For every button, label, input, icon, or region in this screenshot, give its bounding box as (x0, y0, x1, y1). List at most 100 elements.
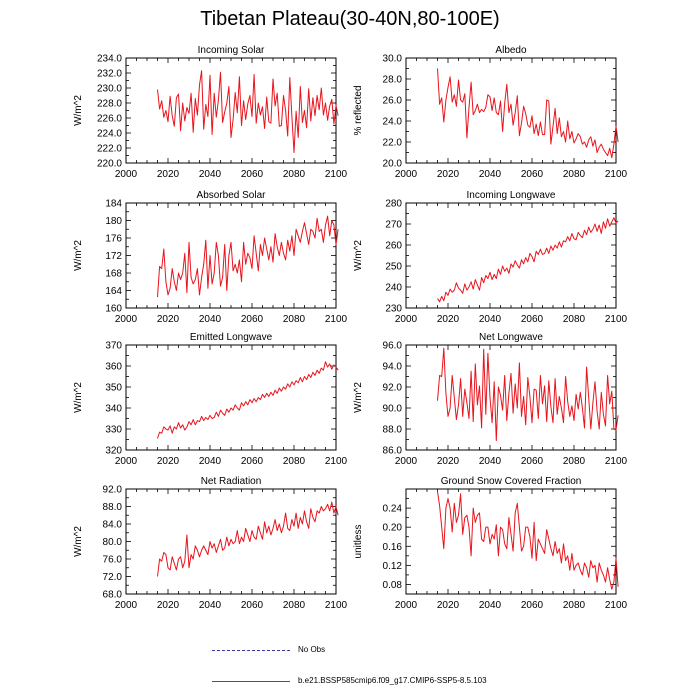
legend-model-line (212, 681, 290, 682)
x-tick-label: 2080 (283, 600, 306, 611)
y-tick-label: 340 (105, 404, 122, 415)
x-tick-label: 2100 (325, 169, 348, 180)
y-tick-label: 330 (105, 425, 122, 436)
x-tick-label: 2000 (115, 456, 138, 467)
x-tick-label: 2100 (605, 456, 628, 467)
x-tick-label: 2100 (325, 600, 348, 611)
y-tick-label: 176 (105, 234, 122, 245)
chart-panel-6: Net Radiation W/m^2 2000 2020 2040 2060 2080 21… (73, 476, 348, 611)
x-tick-label: 2060 (521, 600, 544, 611)
x-tick-label: 2020 (157, 456, 180, 467)
chart-title: Incoming Solar (198, 45, 265, 56)
y-tick-label: 240 (385, 283, 402, 294)
x-tick-label: 2080 (563, 314, 586, 325)
y-tick-label: 180 (105, 216, 122, 227)
x-tick-label: 2060 (521, 314, 544, 325)
x-tick-label: 2080 (563, 169, 586, 180)
x-tick-label: 2080 (563, 456, 586, 467)
y-tick-label: 96.0 (383, 341, 403, 352)
y-axis-label: unitless (353, 525, 364, 559)
y-tick-label: 0.08 (383, 580, 403, 591)
x-tick-label: 2080 (283, 314, 306, 325)
legend-obs-label: No Obs (298, 645, 326, 654)
series-line (437, 217, 619, 303)
y-axis-label: W/m^2 (73, 382, 84, 413)
y-tick-label: 250 (385, 262, 402, 273)
x-tick-label: 2020 (157, 600, 180, 611)
y-tick-label: 92.0 (383, 383, 403, 394)
chart-panel-0: Incoming Solar W/m^2 2000 2020 2040 2060 2080 2… (73, 45, 348, 180)
x-tick-label: 2020 (437, 169, 460, 180)
legend-obs-line (212, 650, 290, 651)
x-tick-label: 2080 (283, 456, 306, 467)
x-tick-label: 2060 (241, 169, 264, 180)
plot-frame (405, 488, 617, 595)
x-tick-label: 2100 (605, 314, 628, 325)
x-tick-label: 2000 (115, 314, 138, 325)
chart-panel-1: Albedo % reflected 2000 2020 2040 2060 2080 210… (353, 45, 628, 180)
chart-panel-3: Incoming Longwave W/m^2 2000 2020 2040 2060 20… (353, 190, 628, 325)
chart-title: Emitted Longwave (190, 332, 273, 343)
x-tick-label: 2100 (605, 600, 628, 611)
chart-panel-5: Net Longwave W/m^2 2000 2020 2040 2060 2080 210… (353, 332, 628, 467)
y-tick-label: 224.0 (97, 129, 122, 140)
chart-panel-4: Emitted Longwave W/m^2 2000 2020 2040 2060 208… (73, 332, 348, 467)
y-tick-label: 22.0 (383, 138, 403, 149)
x-tick-label: 2100 (325, 456, 348, 467)
y-tick-label: 94.0 (383, 362, 403, 373)
y-axis-label: W/m^2 (353, 240, 364, 271)
y-axis-label: % reflected (353, 85, 364, 135)
y-tick-label: 24.0 (383, 117, 403, 128)
y-tick-label: 230 (385, 304, 402, 315)
x-tick-label: 2060 (241, 314, 264, 325)
y-tick-label: 270 (385, 220, 402, 231)
series-line (437, 347, 619, 442)
y-tick-label: 76.0 (103, 555, 123, 566)
x-tick-label: 2040 (479, 169, 502, 180)
x-tick-label: 2040 (479, 456, 502, 467)
chart-title: Albedo (495, 45, 527, 56)
y-tick-label: 226.0 (97, 114, 122, 125)
y-tick-label: 234.0 (97, 54, 122, 65)
series-line (157, 501, 339, 577)
y-axis-label: W/m^2 (73, 240, 84, 271)
y-axis-label: W/m^2 (73, 95, 84, 126)
y-tick-label: 222.0 (97, 144, 122, 155)
chart-title: Absorbed Solar (197, 190, 267, 201)
y-tick-label: 20.0 (383, 159, 403, 170)
y-tick-label: 164 (105, 286, 122, 297)
x-tick-label: 2000 (395, 456, 418, 467)
x-tick-label: 2060 (521, 169, 544, 180)
x-tick-label: 2000 (395, 169, 418, 180)
y-tick-label: 172 (105, 251, 122, 262)
x-tick-label: 2040 (479, 600, 502, 611)
y-tick-label: 68.0 (103, 590, 123, 601)
y-tick-label: 30.0 (383, 54, 403, 65)
figure-title: Tibetan Plateau(30-40N,80-100E) (200, 8, 500, 30)
x-tick-label: 2060 (241, 600, 264, 611)
x-tick-label: 2080 (283, 169, 306, 180)
x-tick-label: 2100 (325, 314, 348, 325)
chart-title: Ground Snow Covered Fraction (441, 476, 582, 487)
plot-frame (405, 202, 617, 309)
y-tick-label: 90.0 (383, 404, 403, 415)
x-tick-label: 2000 (115, 169, 138, 180)
y-tick-label: 0.24 (383, 504, 403, 515)
y-tick-label: 28.0 (383, 75, 403, 86)
x-tick-label: 2000 (115, 600, 138, 611)
x-tick-label: 2020 (157, 314, 180, 325)
series-line (437, 68, 619, 159)
x-tick-label: 2020 (437, 456, 460, 467)
x-tick-label: 2000 (395, 314, 418, 325)
y-tick-label: 0.16 (383, 542, 403, 553)
chart-title: Incoming Longwave (467, 190, 556, 201)
y-tick-label: 160 (105, 304, 122, 315)
plot-frame (125, 488, 337, 595)
y-tick-label: 220.0 (97, 159, 122, 170)
x-tick-label: 2040 (199, 169, 222, 180)
plot-frame (125, 344, 337, 451)
y-axis-label: W/m^2 (73, 526, 84, 557)
x-tick-label: 2000 (395, 600, 418, 611)
x-tick-label: 2060 (521, 456, 544, 467)
